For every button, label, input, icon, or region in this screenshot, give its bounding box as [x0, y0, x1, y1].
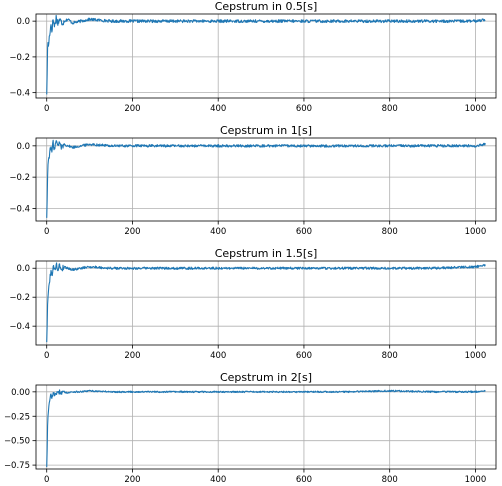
axes-frame [35, 137, 497, 222]
chart-title: Cepstrum in 0.5[s] [215, 0, 318, 13]
y-tick-label: −0.75 [4, 461, 30, 471]
axes-frame [35, 13, 497, 99]
y-tick-label: 0.0 [16, 142, 30, 152]
x-tick-label: 200 [124, 104, 140, 114]
x-tick-label: 1000 [465, 104, 487, 114]
chart-panel-2: 0 200 400 600 800 1000 0.0 −0.2 −0.4 Cepstrum in … [9, 124, 497, 237]
y-tick-label: −0.25 [4, 412, 30, 422]
y-tick-label: −0.4 [9, 204, 30, 214]
axes-frame [35, 260, 497, 346]
x-tick-label: 400 [210, 227, 226, 237]
x-tick-label: 1000 [465, 227, 487, 237]
y-tick-label: −0.4 [9, 89, 30, 99]
x-tick-label: 800 [382, 104, 398, 114]
cepstrum-line-3 [46, 262, 486, 343]
chart-title: Cepstrum in 1[s] [220, 124, 312, 137]
x-tick-label: 200 [124, 227, 140, 237]
axes-frame [35, 384, 497, 470]
x-tick-label: 800 [382, 475, 398, 485]
x-tick-label: 400 [210, 104, 226, 114]
x-tick-label: 600 [296, 104, 312, 114]
chart-panel-3: 0 200 400 600 800 1000 0.0 −0.2 −0.4 Cepstrum in … [9, 247, 497, 361]
x-tick-label: 0 [44, 227, 49, 237]
chart-title: Cepstrum in 2[s] [220, 371, 312, 384]
y-tick-label: −0.50 [4, 437, 30, 447]
x-tick-label: 400 [210, 351, 226, 361]
x-tick-label: 800 [382, 227, 398, 237]
x-tick-label: 800 [382, 351, 398, 361]
y-tick-label: −0.2 [9, 293, 30, 303]
cepstrum-line-4 [46, 389, 486, 468]
x-tick-label: 1000 [465, 475, 487, 485]
x-tick-label: 600 [296, 227, 312, 237]
cepstrum-line-1 [46, 14, 486, 95]
x-tick-label: 200 [124, 475, 140, 485]
cepstrum-line-2 [46, 139, 486, 218]
y-tick-label: 0.0 [16, 264, 30, 274]
x-tick-label: 0 [44, 475, 49, 485]
chart-title: Cepstrum in 1.5[s] [215, 247, 318, 260]
x-tick-label: 600 [296, 475, 312, 485]
y-tick-label: 0.0 [16, 17, 30, 27]
x-tick-label: 0 [44, 351, 49, 361]
x-tick-label: 600 [296, 351, 312, 361]
x-tick-label: 200 [124, 351, 140, 361]
y-tick-label: −0.2 [9, 173, 30, 183]
chart-panel-1: 0 200 400 600 800 1000 0.0 −0.2 −0.4 Cepstrum in … [9, 0, 497, 114]
x-tick-label: 1000 [465, 351, 487, 361]
chart-panel-4: 0 200 400 600 800 1000 0.00 −0.25 −0.50 −0.75 Ceps… [4, 371, 497, 485]
y-tick-label: 0.00 [11, 388, 30, 398]
y-tick-label: −0.2 [9, 53, 30, 63]
y-tick-label: −0.4 [9, 322, 30, 332]
x-tick-label: 0 [44, 104, 49, 114]
x-tick-label: 400 [210, 475, 226, 485]
